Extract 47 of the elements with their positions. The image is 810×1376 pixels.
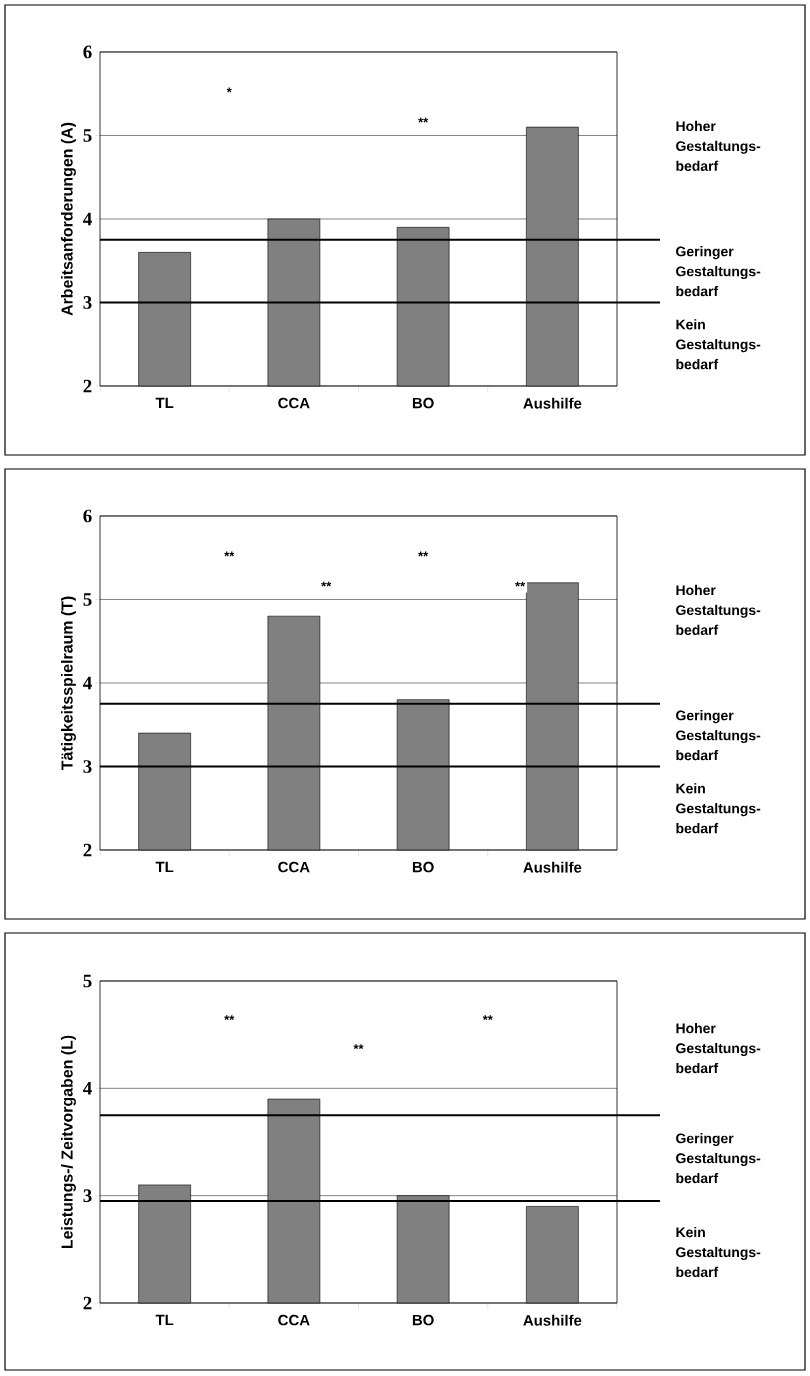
annotation: ** xyxy=(224,551,235,557)
text: Hoher Gestaltungs-bedarf xyxy=(676,584,761,635)
x-tick-label: CCA xyxy=(278,1314,310,1326)
y-tick-label: 4 xyxy=(83,676,92,690)
y-axis-title: Leistungs-/ Zeitvorgaben (L) xyxy=(61,1035,76,1249)
text: Kein Gestaltungs-bedarf xyxy=(676,783,761,834)
annotation: ** xyxy=(418,551,429,557)
annotation: ** xyxy=(482,1015,493,1020)
annotation: ** xyxy=(353,1044,364,1049)
x-tick-label: TL xyxy=(155,397,174,409)
y-tick-label: 2 xyxy=(83,379,92,393)
x-tick-label: TL xyxy=(155,1314,174,1326)
y-axis-title: Arbeitsanforderungen (A) xyxy=(61,122,76,316)
annotation: ** xyxy=(515,581,526,587)
text: Kein Gestaltungs-bedarf xyxy=(676,319,761,370)
y-tick-label: 3 xyxy=(83,296,92,309)
text: Geringer Gestaltungs-bedarf xyxy=(676,710,761,761)
x-tick-label: BO xyxy=(412,1314,434,1326)
y-tick-label: 5 xyxy=(83,974,92,988)
x-tick-label: Aushilfe xyxy=(523,861,582,873)
x-tick-label: CCA xyxy=(278,397,310,409)
x-tick-label: Aushilfe xyxy=(523,1314,582,1326)
y-tick-label: 3 xyxy=(83,760,92,773)
y-tick-label: 4 xyxy=(83,212,92,226)
y-tick-label: 4 xyxy=(83,1082,92,1095)
text: Kein Gestaltungs-bedarf xyxy=(676,1226,761,1278)
text: Geringer Gestaltungs-bedarf xyxy=(676,1133,761,1184)
annotation: ** xyxy=(321,581,332,587)
y-tick-label: 5 xyxy=(83,593,92,606)
y-tick-label: 6 xyxy=(83,509,92,523)
annotation: ** xyxy=(418,117,429,123)
annotation: * xyxy=(226,87,232,93)
text: Geringer Gestaltungs-bedarf xyxy=(676,246,761,297)
y-tick-label: 2 xyxy=(83,1296,92,1310)
x-tick-label: BO xyxy=(412,861,434,873)
x-tick-label: CCA xyxy=(278,861,310,873)
x-tick-label: Aushilfe xyxy=(523,397,582,409)
y-tick-label: 2 xyxy=(83,843,92,857)
y-tick-label: 3 xyxy=(83,1189,92,1203)
y-tick-label: 5 xyxy=(83,129,92,142)
y-tick-label: 6 xyxy=(83,45,92,59)
text: Hoher Gestaltungs-bedarf xyxy=(676,120,761,171)
x-tick-label: TL xyxy=(155,861,174,873)
annotation: ** xyxy=(224,1015,235,1020)
text: Hoher Gestaltungs-bedarf xyxy=(676,1023,761,1074)
x-tick-label: BO xyxy=(412,397,434,409)
y-axis-title: Tätigkeitsspielraum (T) xyxy=(61,596,76,771)
